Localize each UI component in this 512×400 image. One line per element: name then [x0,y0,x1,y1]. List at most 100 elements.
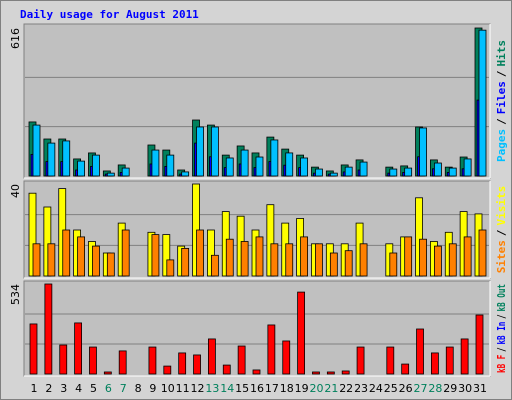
bar [416,328,424,375]
bar [222,364,231,375]
bar [77,160,85,177]
x-tick-label: 15 [235,382,249,395]
bar [329,252,338,277]
bar [74,322,82,375]
bar [478,29,487,177]
x-tick-label: 10 [161,382,175,395]
bar [118,350,127,375]
bar [162,234,171,277]
x-tick-label: 6 [105,382,112,395]
x-tick-label: 5 [90,382,97,395]
x-tick-label: 18 [280,382,294,395]
bar [106,252,115,277]
bar [196,126,204,177]
bar [448,167,457,177]
bar [44,283,53,375]
bar [433,162,442,177]
legend-separator: / [495,229,508,236]
bar [401,363,410,375]
chart-title: Daily usage for August 2011 [20,8,199,21]
bar [356,346,365,375]
x-tick-label: 2 [45,382,52,395]
bar [225,238,234,277]
x-tick-label: 24 [369,382,383,395]
bar [92,245,100,277]
panel [23,23,491,179]
legend-separator: / [495,70,508,77]
bar [237,345,246,375]
bar [270,139,279,177]
bar [121,229,130,277]
bar [89,346,97,375]
x-tick-label: 9 [149,382,156,395]
bar [460,338,469,375]
x-tick-label: 14 [220,382,234,395]
bar [255,236,264,277]
bar [285,152,294,177]
legend-separator: / [495,347,508,352]
bar [344,250,353,277]
legend-entry: kB In [495,322,508,345]
bar [77,236,85,277]
bar [163,365,172,375]
bar [92,154,100,177]
bar [32,124,41,177]
legend-separator: / [495,118,508,125]
bar [210,126,219,177]
bar [463,158,472,177]
legend-separator: / [495,314,508,319]
bar [207,338,216,375]
x-tick-label: 8 [135,382,142,395]
bar [448,243,457,277]
x-tick-label: 20 [309,382,323,395]
bar [206,229,215,277]
bar [300,236,309,277]
bar [210,254,219,277]
x-tick-label: 1 [31,382,38,395]
x-tick-label: 3 [60,382,67,395]
legend-entry: kB F [495,355,508,373]
bar [344,166,353,177]
bar [28,192,37,277]
y-tick-label: 40 [9,184,22,198]
legend: kB F / kB In / kB Out [495,284,508,373]
bar [415,197,423,277]
bar [430,352,439,375]
bar [389,168,398,177]
bar [196,229,204,277]
x-tick-label: 23 [354,382,368,395]
x-tick-label: 17 [265,382,279,395]
legend-entry: Sites [495,240,508,273]
bar [445,346,454,375]
bar [225,157,234,177]
bar [463,236,472,277]
bar [62,229,71,277]
bar [329,172,338,177]
bar [178,352,187,375]
bar [106,172,115,177]
x-tick-label: 31 [473,382,487,395]
bar [240,149,249,177]
bar [148,346,157,375]
bar [62,140,71,177]
bar [47,142,56,177]
bar [419,238,427,277]
bar [266,204,275,277]
bar [386,346,395,375]
panel [23,280,491,377]
bar [181,171,190,177]
bar [404,167,413,177]
bar [47,243,56,277]
x-tick-label: 16 [250,382,264,395]
bar [103,371,112,375]
bar [166,259,175,277]
bar [326,371,335,375]
bar [32,243,41,277]
bar [478,229,487,277]
x-tick-label: 29 [443,382,457,395]
bar [300,157,309,177]
bar [29,323,38,375]
bar [151,234,160,277]
x-tick-label: 26 [399,382,413,395]
